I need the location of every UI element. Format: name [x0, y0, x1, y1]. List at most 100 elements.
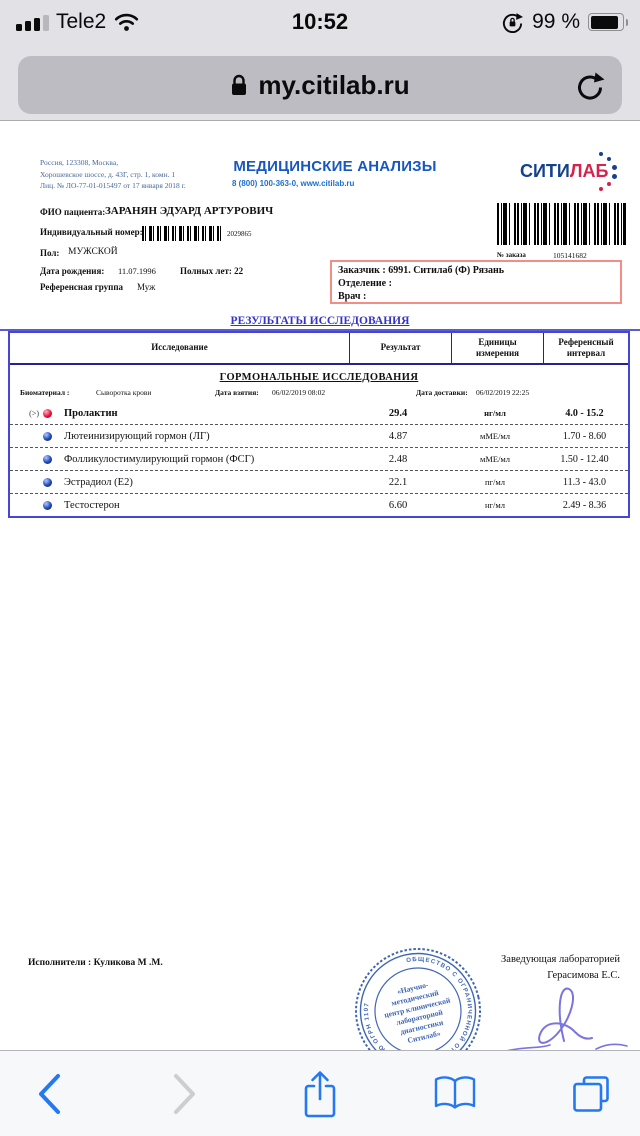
- address-line: Лиц. № ЛО-77-01-015497 от 17 января 2018…: [40, 181, 186, 191]
- lab-head-title: Заведующая лабораторией: [501, 954, 620, 965]
- col-header-result: Результат: [349, 333, 451, 363]
- delivered-value: 06/02/2019 22:25: [476, 388, 530, 397]
- wifi-icon: [115, 13, 139, 31]
- logo-dot: [607, 182, 611, 186]
- birthdate-value: 11.07.1996: [118, 266, 156, 276]
- birthdate-label: Дата рождения:: [40, 266, 105, 276]
- col-header-test: Исследование: [151, 342, 208, 353]
- back-button[interactable]: [14, 1051, 84, 1136]
- test-reference: 1.70 - 8.60: [562, 430, 607, 442]
- table-row: Эстрадиол (Е2) 22.1 пг/мл 11.3 - 43.0: [10, 471, 628, 494]
- safari-bottom-toolbar: [0, 1050, 640, 1136]
- test-reference: 11.3 - 43.0: [563, 476, 606, 488]
- normal-marker-icon: [43, 477, 52, 487]
- browser-top-chrome: Tele2 10:52 99 %: [0, 0, 640, 121]
- results-heading: РЕЗУЛЬТАТЫ ИССЛЕДОВАНИЯ: [230, 315, 410, 327]
- taken-label: Дата взятия:: [215, 388, 259, 397]
- share-button[interactable]: [285, 1051, 355, 1136]
- cell-signal-icon: [16, 14, 49, 31]
- patient-id-label: Индивидуальный номер:: [40, 227, 143, 237]
- report-header-title: МЕДИЦИНСКИЕ АНАЛИЗЫ: [233, 158, 437, 175]
- test-unit: мМЕ/мл: [479, 454, 511, 464]
- orientation-lock-icon: [503, 12, 524, 33]
- delivered-label: Дата доставки:: [416, 388, 468, 397]
- order-barcode: [497, 203, 626, 245]
- web-content-lab-report[interactable]: Россия, 123308, Москва, Хорошевское шосс…: [0, 121, 640, 1077]
- biomaterial-value: Сыворотка крови: [96, 388, 152, 397]
- sex-label: Пол:: [40, 248, 60, 258]
- patient-id-value: 2029865: [227, 230, 252, 238]
- battery-icon: [588, 13, 628, 31]
- bookmarks-button[interactable]: [420, 1051, 490, 1136]
- table-row: Фолликулостимулирующий гормон (ФСГ) 2.48…: [10, 448, 628, 471]
- test-unit: пг/мл: [484, 477, 506, 487]
- test-result: 22.1: [388, 476, 408, 488]
- lab-head-name: Герасимова Е.С.: [547, 969, 620, 981]
- table-row: Тестостерон 6.60 нг/мл 2.49 - 8.36: [10, 494, 628, 516]
- test-reference: 2.49 - 8.36: [562, 499, 607, 511]
- url-text: my.citilab.ru: [258, 69, 410, 100]
- test-unit: нг/мл: [484, 500, 506, 510]
- taken-value: 06/02/2019 08:02: [272, 388, 326, 397]
- normal-marker-icon: [43, 431, 52, 441]
- logo-dot: [612, 165, 617, 170]
- handwritten-signature: [478, 979, 628, 1062]
- heading-rule: [0, 329, 640, 331]
- test-name: Пролактин: [64, 407, 118, 419]
- test-name: Фолликулостимулирующий гормон (ФСГ): [64, 453, 255, 465]
- lab-phone-site: 8 (800) 100-363-0, www.citilab.ru: [232, 179, 355, 188]
- abnormal-marker-icon: [43, 408, 52, 418]
- test-name: Эстрадиол (Е2): [64, 476, 133, 488]
- tabs-button[interactable]: [556, 1051, 626, 1136]
- test-name: Тестостерон: [64, 499, 120, 511]
- customer-box: Заказчик : 6991. Ситилаб (Ф) Рязань Отде…: [330, 260, 622, 304]
- ref-group-value: Муж: [137, 282, 156, 292]
- sex-value: МУЖСКОЙ: [68, 247, 118, 257]
- sample-meta-row: Биоматериал : Сыворотка крови Дата взяти…: [10, 386, 628, 402]
- logo-dot: [599, 187, 603, 191]
- logo-dot: [607, 157, 611, 161]
- logo-part-red: ЛАБ: [569, 161, 609, 181]
- test-unit: нг/мл: [484, 408, 506, 418]
- test-result: 29.4: [388, 407, 408, 419]
- lab-head-signature-block: Заведующая лабораторией Герасимова Е.С.: [400, 952, 620, 984]
- reload-button[interactable]: [574, 70, 606, 104]
- patient-name-value: ЗАРАНЯН ЭДУАРД АРТУРОВИЧ: [105, 205, 274, 217]
- logo-dot: [599, 152, 603, 156]
- order-number-value: 105141682: [553, 251, 587, 260]
- test-result: 4.87: [388, 430, 408, 442]
- address-line: Хорошевское шоссе, д. 43Г, стр. 1, комн.…: [40, 169, 176, 179]
- table-row: (>) Пролактин 29.4 нг/мл 4.0 - 15.2: [10, 402, 628, 425]
- table-header-row: Исследование Результат Единицы измерения…: [10, 333, 628, 365]
- test-unit: мМЕ/мл: [479, 431, 511, 441]
- logo-dot: [612, 174, 617, 179]
- carrier-label: Tele2: [56, 10, 107, 33]
- lab-address-block: Россия, 123308, Москва, Хорошевское шосс…: [40, 157, 250, 192]
- test-result: 6.60: [388, 499, 408, 511]
- section-title: ГОРМОНАЛЬНЫЕ ИССЛЕДОВАНИЯ: [219, 372, 419, 383]
- patient-name-label: ФИО пациента:: [40, 207, 106, 217]
- doctor-line: Врач :: [338, 291, 367, 303]
- logo-part-blue: СИТИ: [520, 161, 570, 181]
- ref-group-label: Референсная группа: [40, 282, 124, 292]
- address-bar[interactable]: my.citilab.ru: [18, 56, 622, 114]
- test-name: Лютеинизирующий гормон (ЛГ): [64, 430, 210, 442]
- forward-button[interactable]: [150, 1051, 220, 1136]
- status-bar: Tele2 10:52 99 %: [0, 0, 640, 44]
- executors-line: Исполнители : Куликова М .М.: [28, 958, 163, 968]
- clock-label: 10:52: [291, 9, 349, 34]
- test-reference: 1.50 - 12.40: [560, 453, 609, 465]
- age-label: Полных лет: 22: [180, 266, 244, 276]
- results-table: Исследование Результат Единицы измерения…: [8, 331, 630, 518]
- test-result: 2.48: [388, 453, 408, 465]
- battery-percent-label: 99 %: [532, 10, 580, 33]
- col-header-units: Единицы измерения: [451, 333, 543, 363]
- table-row: Лютеинизирующий гормон (ЛГ) 4.87 мМЕ/мл …: [10, 425, 628, 448]
- citilab-logo: СИТИЛАБ: [520, 161, 608, 182]
- test-reference: 4.0 - 15.2: [565, 407, 604, 419]
- normal-marker-icon: [43, 454, 52, 464]
- col-header-reference: Референсный интервал: [543, 333, 628, 363]
- url-bar-row: my.citilab.ru: [0, 44, 640, 121]
- biomaterial-label: Биоматериал :: [20, 388, 70, 397]
